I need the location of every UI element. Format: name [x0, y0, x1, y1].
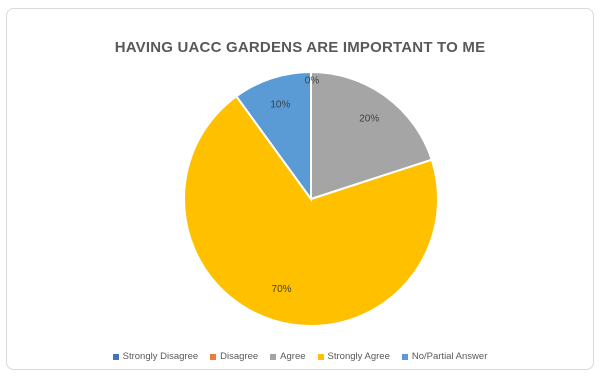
legend-swatch: [112, 353, 119, 360]
chart-title: HAVING UACC GARDENS ARE IMPORTANT TO ME: [114, 39, 486, 56]
data-label-strongly-agree: 70%: [272, 284, 292, 295]
legend-swatch: [210, 353, 217, 360]
legend-item-strongly-agree: Strongly Agree: [317, 351, 390, 362]
legend-swatch: [317, 353, 324, 360]
legend-swatch: [270, 353, 277, 360]
pie-chart: 0% 20% 70% 10%: [183, 70, 439, 327]
data-label-agree: 20%: [359, 113, 379, 124]
data-label-no-partial-answer: 10%: [270, 99, 290, 110]
legend-item-no-partial-answer: No/Partial Answer: [401, 351, 488, 362]
pie-slice-no-partial-answer: [234, 70, 312, 203]
chart-frame: HAVING UACC GARDENS ARE IMPORTANT TO ME …: [6, 8, 594, 370]
legend-label: Agree: [280, 351, 306, 362]
legend-label: Disagree: [220, 351, 259, 362]
legend-swatch: [401, 353, 408, 360]
pie-slice-agree: [310, 70, 434, 201]
chart-legend: Strongly Disagree Disagree Agree Strongly A…: [7, 351, 593, 362]
legend-label: Strongly Disagree: [122, 351, 199, 362]
pie-slice-strongly-agree: [183, 94, 439, 327]
legend-label: No/Partial Answer: [411, 351, 488, 362]
legend-label: Strongly Agree: [327, 351, 390, 362]
legend-item-strongly-disagree: Strongly Disagree: [112, 351, 199, 362]
legend-item-disagree: Disagree: [210, 351, 258, 362]
data-label-strongly-disagree: 0%: [305, 76, 320, 87]
legend-item-agree: Agree: [270, 351, 306, 362]
